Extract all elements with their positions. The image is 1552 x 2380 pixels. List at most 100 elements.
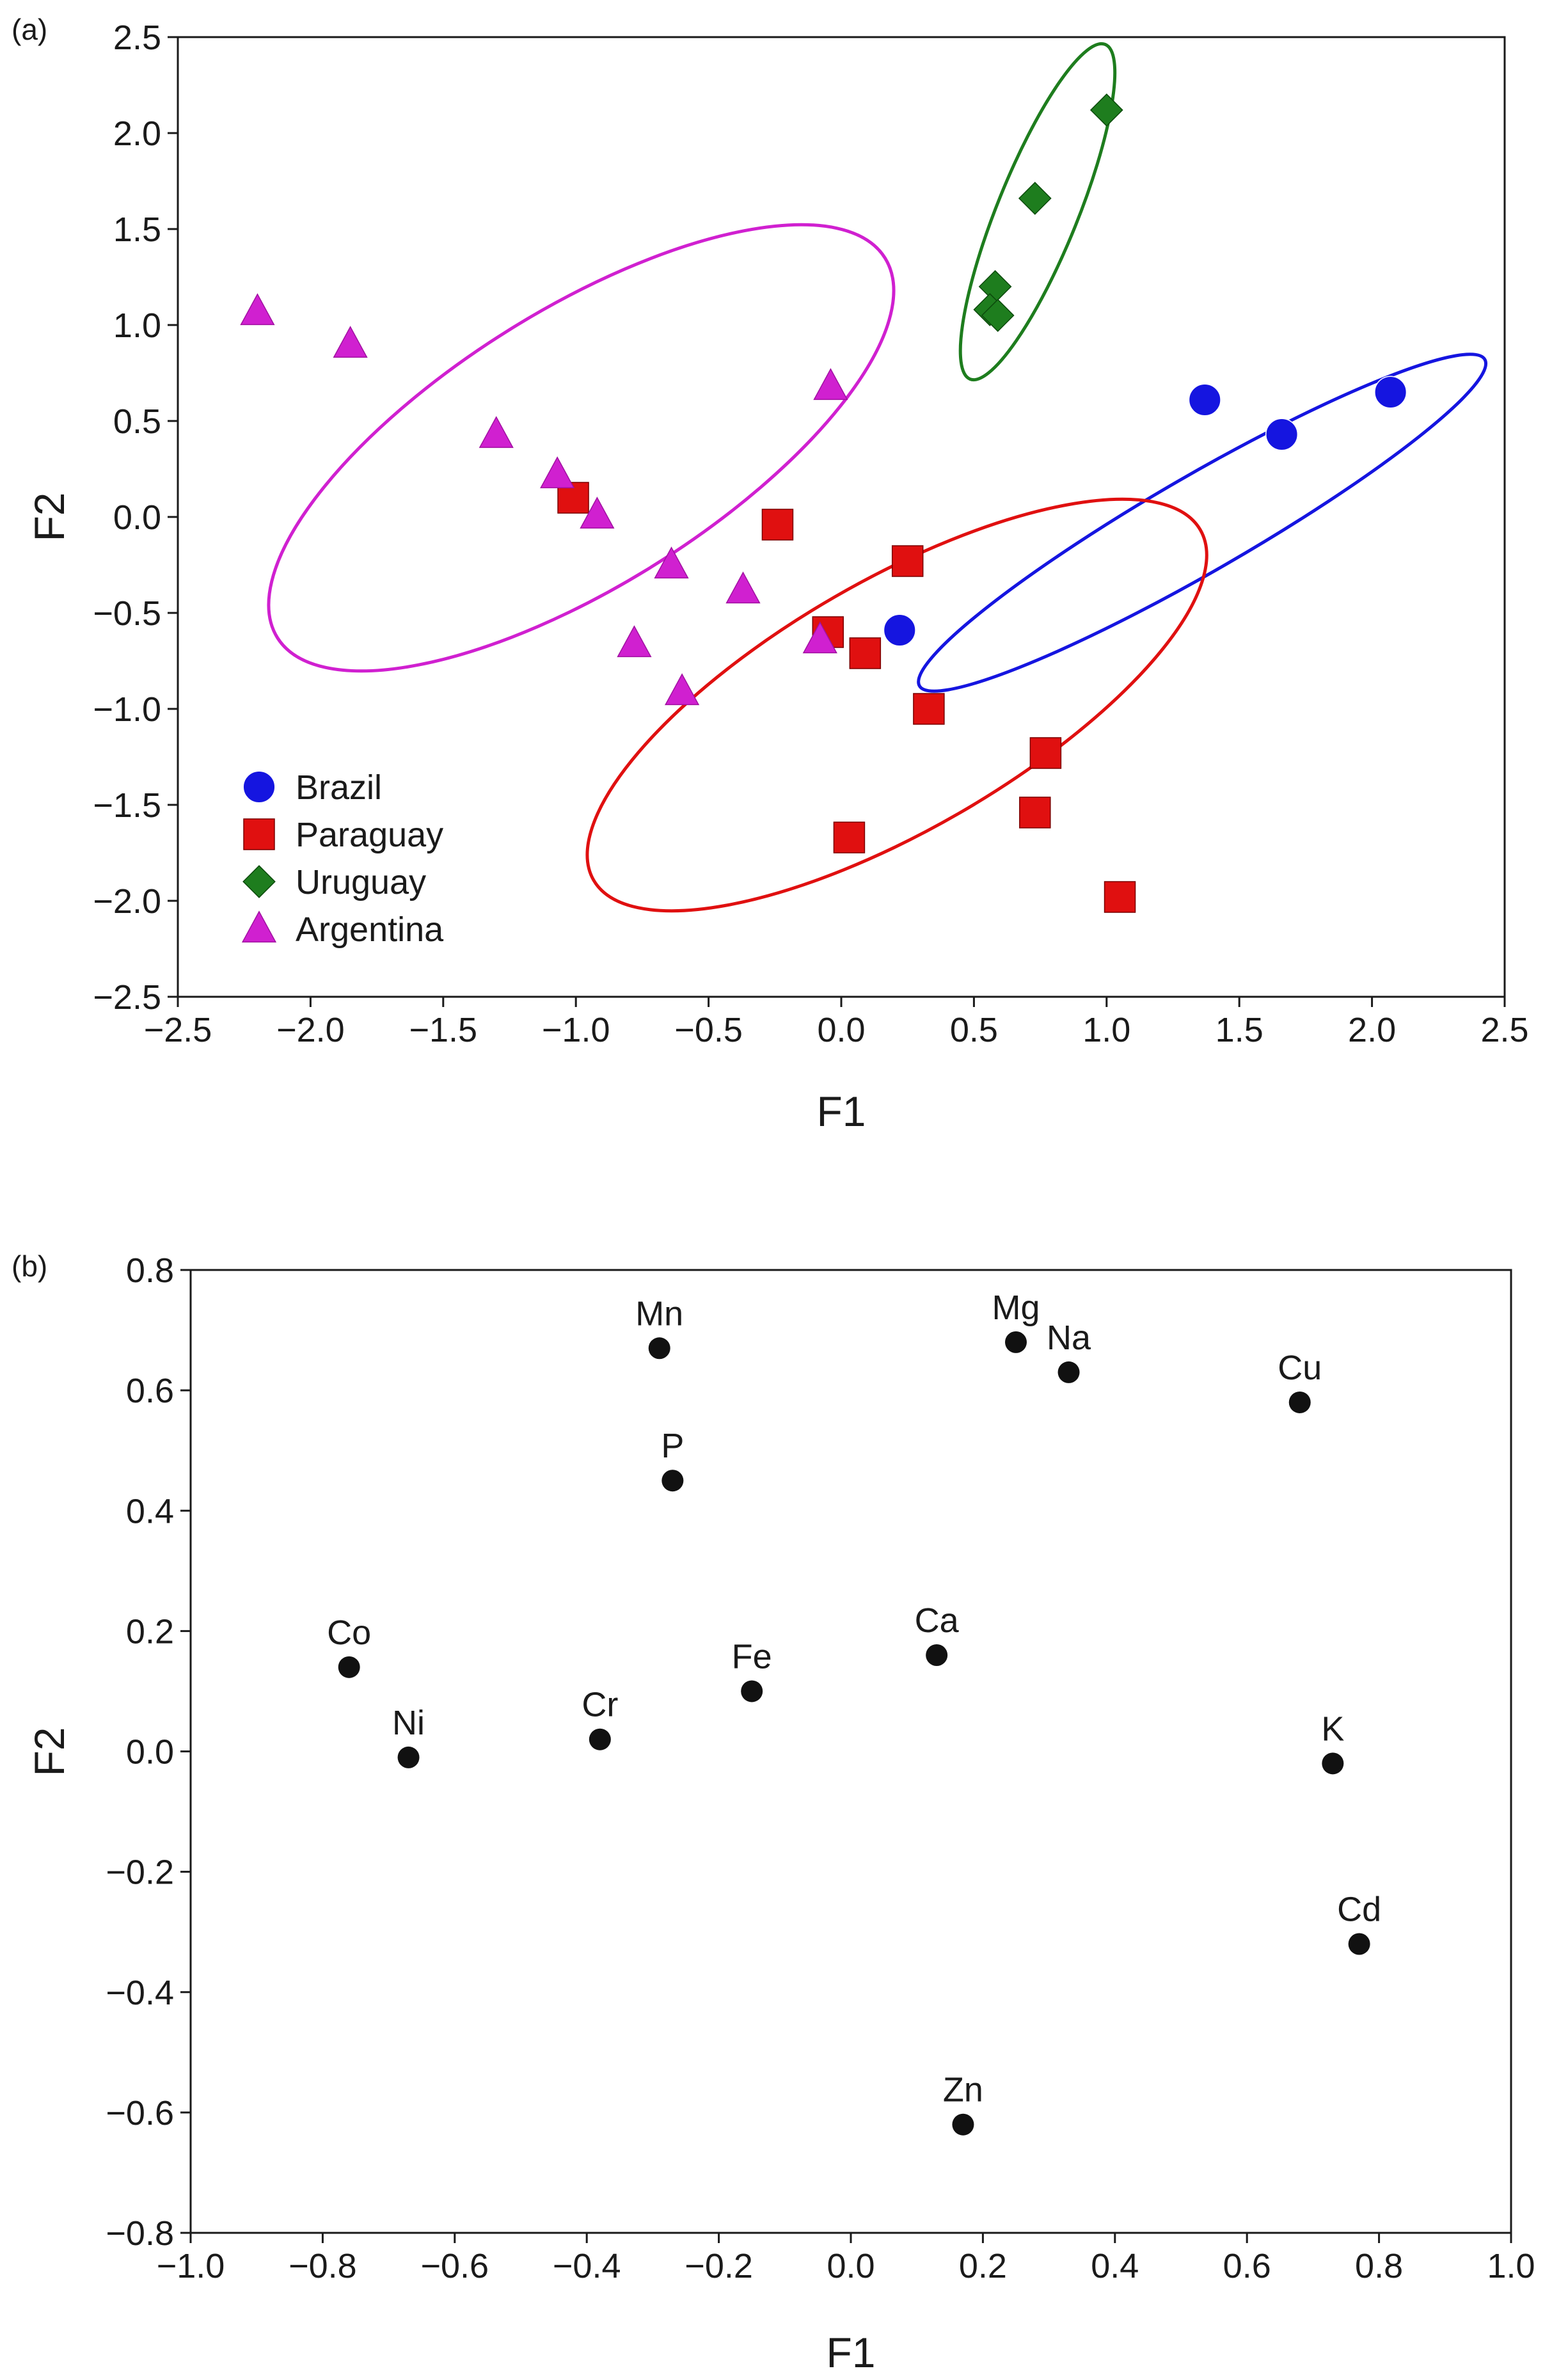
panel-b-x-tick-label: 0.8 — [1355, 2247, 1403, 2285]
panel-a-x-tick-label: 0.0 — [817, 1011, 865, 1049]
label-k: K — [1321, 1710, 1344, 1748]
panel-b-x-tick-label: −1.0 — [157, 2247, 225, 2285]
panel-a-x-tick-label: −1.5 — [409, 1011, 477, 1049]
panel-b-x-tick-label: −0.6 — [420, 2247, 489, 2285]
panel-a-x-axis-title: F1 — [816, 1088, 866, 1135]
panel-b-x-axis-title: F1 — [826, 2329, 875, 2376]
panel-a-x-tick-label: 2.0 — [1348, 1011, 1396, 1049]
point-brazil — [1188, 383, 1221, 416]
legend-marker-uruguay — [242, 865, 276, 898]
point-brazil — [1265, 418, 1299, 451]
point-argentina — [479, 416, 514, 448]
point-brazil — [883, 614, 916, 647]
panel-b-label: (b) — [12, 1250, 47, 1283]
panel-b-y-tick-label: −0.4 — [106, 1974, 174, 2012]
panel-a-y-tick-label: 1.0 — [113, 306, 161, 345]
panel-a-ticks: −2.5 −2.0 −1.5 −1.0 −0.5 0.0 0.5 1.0 1.5 2.0 2.5 −2… — [93, 19, 1528, 1049]
panel-a-y-tick-label: −1.0 — [93, 690, 161, 729]
point-argentina — [725, 571, 761, 604]
point-cu — [1288, 1391, 1311, 1413]
panel-b-x-tick-label: 0.4 — [1091, 2247, 1139, 2285]
point-na — [1057, 1361, 1080, 1383]
panel-b-y-tick-label: 0.0 — [126, 1733, 174, 1772]
panel-b-x-tick-label: 0.2 — [959, 2247, 1007, 2285]
legend-label-paraguay: Paraguay — [296, 816, 443, 854]
point-uruguay — [981, 299, 1015, 332]
point-zn — [952, 2113, 974, 2136]
point-argentina — [665, 673, 700, 706]
label-zn: Zn — [943, 2071, 983, 2109]
panel-a-x-tick-label: 2.5 — [1480, 1011, 1528, 1049]
panel-a-points — [240, 93, 1407, 913]
point-paraguay — [833, 821, 866, 853]
panel-b-y-tick-label: −0.8 — [106, 2214, 174, 2253]
panel-a-legend: Brazil Paraguay Uruguay Argentina — [241, 768, 444, 949]
point-paraguay — [913, 693, 945, 725]
panel-a-y-tick-label: 0.0 — [113, 498, 161, 537]
panel-b-x-tick-label: −0.8 — [289, 2247, 357, 2285]
panel-a-x-tick-label: −2.0 — [276, 1011, 345, 1049]
label-co: Co — [327, 1614, 371, 1652]
panel-b-ticks: −1.0 −0.8 −0.6 −0.4 −0.2 0.0 0.2 0.4 0.6 0.8 1.00.… — [106, 1251, 1535, 2285]
panel-b-y-tick-label: −0.6 — [106, 2094, 174, 2132]
label-ca: Ca — [915, 1601, 960, 1640]
panel-a-ellipses — [267, 42, 1488, 913]
ellipse-paraguay — [585, 497, 1208, 913]
label-cd: Cd — [1337, 1891, 1381, 1929]
point-paraguay — [1019, 797, 1051, 829]
panel-b-y-tick-label: −0.2 — [106, 1853, 174, 1892]
legend-marker-brazil — [242, 770, 276, 804]
point-paraguay — [891, 545, 924, 577]
point-paraguay — [849, 637, 882, 669]
point-mn — [648, 1337, 670, 1360]
panel-a-y-tick-label: −0.5 — [93, 594, 161, 633]
label-na: Na — [1047, 1319, 1091, 1357]
panel-b-y-tick-label: 0.4 — [126, 1492, 174, 1530]
point-argentina — [617, 625, 652, 658]
panel-a-y-tick-label: 2.0 — [113, 115, 161, 153]
ellipse-uruguay — [958, 42, 1117, 382]
panel-a-x-tick-label: 0.5 — [950, 1011, 998, 1049]
point-argentina — [580, 496, 615, 529]
point-paraguay — [1029, 737, 1062, 769]
ellipse-brazil — [917, 353, 1488, 693]
point-argentina — [654, 546, 689, 579]
point-argentina — [813, 368, 848, 401]
label-cu: Cu — [1278, 1349, 1322, 1387]
point-ca — [926, 1644, 948, 1666]
point-argentina — [540, 456, 575, 489]
panel-b-y-tick-label: 0.2 — [126, 1612, 174, 1651]
panel-a-x-tick-label: −2.5 — [144, 1011, 212, 1049]
ellipse-argentina — [267, 223, 896, 673]
point-paraguay — [1104, 881, 1136, 913]
point-cd — [1348, 1933, 1370, 1955]
panel-b-x-tick-label: −0.4 — [553, 2247, 621, 2285]
point-k — [1322, 1752, 1344, 1775]
point-uruguay — [978, 270, 1012, 303]
panel-a-x-tick-label: 1.0 — [1082, 1011, 1130, 1049]
point-p — [661, 1470, 684, 1492]
point-uruguay — [1089, 93, 1123, 127]
panel-a-y-tick-label: −2.0 — [93, 882, 161, 921]
panel-a-y-tick-label: −1.5 — [93, 786, 161, 825]
panel-a-y-tick-label: 2.5 — [113, 19, 161, 57]
panel-b: (b) −1.0 −0.8 −0.6 −0.4 −0.2 0.0 0.2 0.4 0.6 0.8 1… — [12, 1250, 1535, 2376]
panel-b-x-tick-label: 1.0 — [1487, 2247, 1535, 2285]
legend-marker-paraguay — [243, 818, 275, 850]
legend-label-brazil: Brazil — [296, 768, 382, 807]
panel-a-x-tick-label: −1.0 — [542, 1011, 610, 1049]
label-mg: Mg — [992, 1289, 1040, 1327]
panel-a-y-tick-label: 0.5 — [113, 402, 161, 441]
point-brazil — [1374, 376, 1407, 409]
point-fe — [741, 1680, 763, 1702]
legend-label-uruguay: Uruguay — [296, 863, 426, 901]
panel-b-plot-frame — [189, 1269, 1512, 2234]
label-cr: Cr — [582, 1686, 618, 1724]
label-ni: Ni — [392, 1704, 425, 1742]
label-fe: Fe — [732, 1637, 772, 1676]
panel-b-x-tick-label: 0.0 — [827, 2247, 875, 2285]
point-argentina — [333, 326, 368, 358]
point-cr — [589, 1728, 611, 1750]
